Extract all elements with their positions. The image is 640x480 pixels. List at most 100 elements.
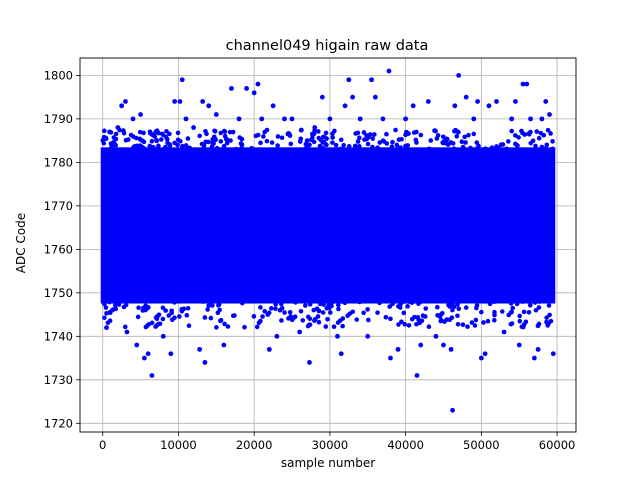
data-point — [414, 373, 420, 378]
fringe-point — [160, 305, 166, 311]
data-point — [452, 103, 458, 109]
data-point — [200, 99, 206, 104]
fringe-point — [269, 306, 274, 311]
fringe-point — [492, 317, 497, 323]
fringe-point — [163, 144, 168, 150]
fringe-point — [324, 305, 330, 311]
fringe-point — [396, 322, 401, 327]
fringe-point — [123, 302, 129, 308]
fringe-point — [548, 131, 553, 136]
fringe-point — [330, 135, 335, 140]
fringe-point — [455, 313, 460, 319]
x-tick-label: 0 — [99, 438, 106, 452]
fringe-point — [208, 315, 214, 321]
data-point — [346, 77, 352, 83]
fringe-point — [214, 145, 220, 151]
data-point — [149, 373, 155, 378]
fringe-point — [440, 134, 446, 140]
fringe-point — [289, 317, 295, 323]
data-point — [179, 77, 185, 83]
fringe-point — [275, 134, 281, 139]
fringe-point — [432, 128, 437, 133]
fringe-point — [423, 306, 429, 311]
fringe-point — [541, 132, 547, 138]
fringe-point — [210, 303, 215, 308]
fringe-point — [398, 145, 403, 150]
fringe-point — [201, 143, 207, 148]
data-point — [369, 77, 374, 83]
fringe-point — [116, 302, 122, 307]
fringe-point — [545, 127, 551, 133]
fringe-point — [520, 299, 525, 304]
data-point — [335, 333, 340, 339]
data-point — [123, 99, 128, 104]
fringe-point — [200, 299, 206, 304]
fringe-point — [375, 310, 380, 315]
fringe-point — [361, 310, 366, 316]
fringe-point — [537, 299, 542, 304]
data-point — [486, 103, 492, 109]
fringe-point — [141, 130, 146, 136]
fringe-point — [316, 319, 322, 325]
y-axis-ticks: 1720 1730 1740 1750 1760 1770 1780 1790 1800 — [44, 68, 80, 430]
fringe-point — [440, 310, 445, 316]
data-point — [441, 342, 446, 348]
fringe-point — [393, 127, 398, 133]
fringe-point — [485, 318, 491, 324]
fringe-point — [428, 138, 434, 143]
x-axis-label: sample number — [281, 456, 375, 470]
fringe-point — [463, 140, 468, 145]
fringe-point — [130, 134, 136, 139]
y-axis-label: ADC Code — [14, 213, 28, 273]
fringe-point — [542, 146, 548, 152]
fringe-point — [311, 139, 317, 145]
fringe-point — [206, 139, 211, 145]
fringe-point — [521, 324, 526, 330]
fringe-point — [496, 145, 501, 151]
data-point — [304, 138, 310, 144]
data-point — [236, 116, 242, 122]
fringe-point — [535, 323, 541, 329]
data-band — [100, 127, 556, 330]
fringe-point — [282, 310, 287, 315]
y-tick-label: 1740 — [44, 329, 73, 343]
fringe-point — [287, 309, 293, 315]
fringe-point — [156, 321, 161, 327]
fringe-point — [509, 309, 514, 315]
fringe-point — [466, 132, 471, 138]
fringe-point — [332, 128, 337, 134]
data-point — [524, 81, 530, 87]
fringe-point — [307, 302, 313, 307]
fringe-point — [107, 318, 113, 324]
fringe-point — [315, 129, 321, 134]
data-point — [168, 351, 174, 357]
fringe-point — [506, 312, 512, 318]
y-tick-label: 1770 — [44, 199, 73, 213]
fringe-point — [483, 146, 488, 152]
fringe-point — [211, 141, 216, 146]
fringe-point — [156, 312, 162, 318]
fringe-point — [325, 316, 330, 322]
fringe-point — [330, 140, 335, 145]
fringe-point — [389, 144, 395, 150]
fringe-point — [142, 146, 147, 152]
y-tick-label: 1730 — [44, 373, 73, 387]
y-tick-label: 1790 — [44, 112, 73, 126]
data-point — [134, 342, 140, 348]
fringe-point — [222, 133, 228, 139]
fringe-point — [437, 314, 443, 319]
data-point — [494, 99, 499, 104]
y-tick-label: 1760 — [44, 242, 73, 256]
data-point — [528, 116, 533, 122]
fringe-point — [357, 299, 362, 305]
fringe-point — [340, 323, 345, 329]
fringe-point — [492, 312, 497, 318]
fringe-point — [460, 322, 466, 327]
fringe-point — [336, 302, 341, 308]
fringe-point — [167, 131, 172, 137]
fringe-point — [185, 305, 191, 311]
fringe-point — [240, 300, 245, 306]
fringe-point — [356, 135, 362, 141]
fringe-point — [383, 314, 389, 320]
fringe-point — [547, 312, 552, 318]
